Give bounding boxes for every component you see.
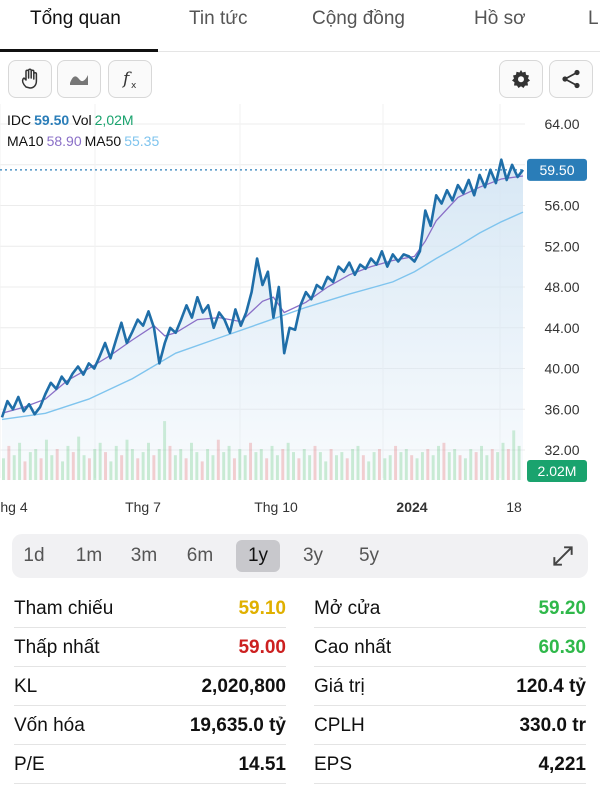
stat-value: 59.10 xyxy=(238,598,286,619)
stat-value: 59.20 xyxy=(538,598,586,619)
stat-volume: KL 2,020,800 xyxy=(14,668,286,706)
x-tick-label: 2024 xyxy=(396,499,427,515)
legend-ma10: 58.90 xyxy=(46,133,82,149)
y-tick-label: 64.00 xyxy=(544,116,579,132)
gear-icon xyxy=(512,70,530,88)
x-tick-label: 18 xyxy=(506,499,522,515)
settings-button[interactable] xyxy=(499,60,543,98)
stat-open: Mở cửa 59.20 xyxy=(314,590,586,628)
stat-value: 2,020,800 xyxy=(201,676,286,697)
line-style-icon xyxy=(70,75,88,85)
last-volume-label: 2.02M xyxy=(538,463,577,479)
stat-value: 4,221 xyxy=(538,754,586,775)
period-1d[interactable]: 1d xyxy=(23,545,45,566)
svg-text:f: f xyxy=(121,69,132,89)
stat-label: KL xyxy=(14,676,38,697)
legend-symbol: IDC xyxy=(7,112,32,128)
y-tick-label: 56.00 xyxy=(544,198,579,214)
legend-price: 59.50 xyxy=(34,112,70,128)
top-tab-bar: Tổng quan Tin tức Cộng đồng Hồ sơ L xyxy=(0,0,600,52)
price-area xyxy=(2,159,523,480)
ma50-line xyxy=(1,211,524,421)
function-icon: f x xyxy=(121,69,137,91)
stat-label: Vốn hóa xyxy=(14,715,85,736)
stat-low: Thấp nhất 59.00 xyxy=(14,629,286,667)
period-selector: 1d 1m 3m 6m 1y 3y 5y xyxy=(12,534,588,578)
stat-label: Mở cửa xyxy=(314,598,381,619)
price-chart[interactable]: 64.0060.0056.0052.0048.0044.0040.0036.00… xyxy=(0,104,600,524)
legend-ma50: 55.35 xyxy=(124,133,160,149)
stat-shares-outstanding: CPLH 330.0 tr xyxy=(314,707,586,745)
last-price-label: 59.50 xyxy=(539,162,574,178)
period-5y[interactable]: 5y xyxy=(358,545,380,566)
x-tick-label: Thg 7 xyxy=(125,499,161,515)
stat-label: Tham chiếu xyxy=(14,598,114,619)
ma10-line xyxy=(1,175,524,414)
share-button[interactable] xyxy=(549,60,593,98)
tab-community[interactable]: Cộng đồng xyxy=(312,8,405,29)
legend-vol-label: Vol xyxy=(72,112,92,128)
stat-label: Cao nhất xyxy=(314,637,392,658)
legend-ma50-label: MA50 xyxy=(84,133,122,149)
period-3m[interactable]: 3m xyxy=(130,545,158,566)
share-icon xyxy=(562,69,580,89)
stat-label: Thấp nhất xyxy=(14,637,100,658)
stat-value: 59.00 xyxy=(238,637,286,658)
y-tick-label: 52.00 xyxy=(544,238,579,254)
tab-profile[interactable]: Hồ sơ xyxy=(474,8,526,29)
stat-value: 19,635.0 tỷ xyxy=(189,715,286,736)
active-tab-indicator xyxy=(0,49,158,52)
tab-overview[interactable]: Tổng quan xyxy=(30,8,121,29)
x-tick-label: hg 4 xyxy=(0,499,27,515)
stat-value: 60.30 xyxy=(538,637,586,658)
last-volume-badge xyxy=(527,460,587,482)
tab-more[interactable]: L xyxy=(588,8,599,29)
draw-tool-button[interactable] xyxy=(8,60,52,98)
stat-high: Cao nhất 60.30 xyxy=(314,629,586,667)
y-tick-label: 44.00 xyxy=(544,320,579,336)
stat-reference: Tham chiếu 59.10 xyxy=(14,590,286,628)
period-6m[interactable]: 6m xyxy=(186,545,214,566)
chart-style-button[interactable] xyxy=(57,60,101,98)
stat-pe: P/E 14.51 xyxy=(14,746,286,784)
legend-ma10-label: MA10 xyxy=(7,133,44,149)
stat-label: EPS xyxy=(314,754,353,775)
indicator-button[interactable]: f x xyxy=(108,60,152,98)
stat-eps: EPS 4,221 xyxy=(314,746,586,784)
stat-label: CPLH xyxy=(314,715,365,736)
y-tick-label: 36.00 xyxy=(544,401,579,417)
stat-value: 330.0 tr xyxy=(519,715,586,736)
stat-label: P/E xyxy=(14,754,45,775)
tab-news[interactable]: Tin tức xyxy=(189,8,248,29)
x-tick-label: Thg 10 xyxy=(254,499,298,515)
chart-legend-line2: MA10 58.90 MA50 55.35 xyxy=(7,133,162,149)
price-line xyxy=(0,158,525,418)
y-tick-label: 32.00 xyxy=(544,442,579,458)
y-tick-label: 48.00 xyxy=(544,279,579,295)
expand-icon[interactable] xyxy=(550,543,576,569)
stat-value: 14.51 xyxy=(238,754,286,775)
hand-icon xyxy=(21,68,38,89)
stat-value: 120.4 tỷ xyxy=(516,676,586,697)
last-price-badge xyxy=(527,158,587,181)
legend-vol: 2,02M xyxy=(94,112,134,128)
svg-text:x: x xyxy=(131,81,137,91)
period-1m[interactable]: 1m xyxy=(75,545,103,566)
chart-legend-line1: IDC 59.50 Vol 2,02M xyxy=(7,112,137,128)
period-1y[interactable]: 1y xyxy=(236,540,280,572)
stat-value-traded: Giá trị 120.4 tỷ xyxy=(314,668,586,706)
stat-market-cap: Vốn hóa 19,635.0 tỷ xyxy=(14,707,286,745)
y-tick-label: 40.00 xyxy=(544,361,579,377)
period-3y[interactable]: 3y xyxy=(302,545,324,566)
stat-label: Giá trị xyxy=(314,676,365,697)
